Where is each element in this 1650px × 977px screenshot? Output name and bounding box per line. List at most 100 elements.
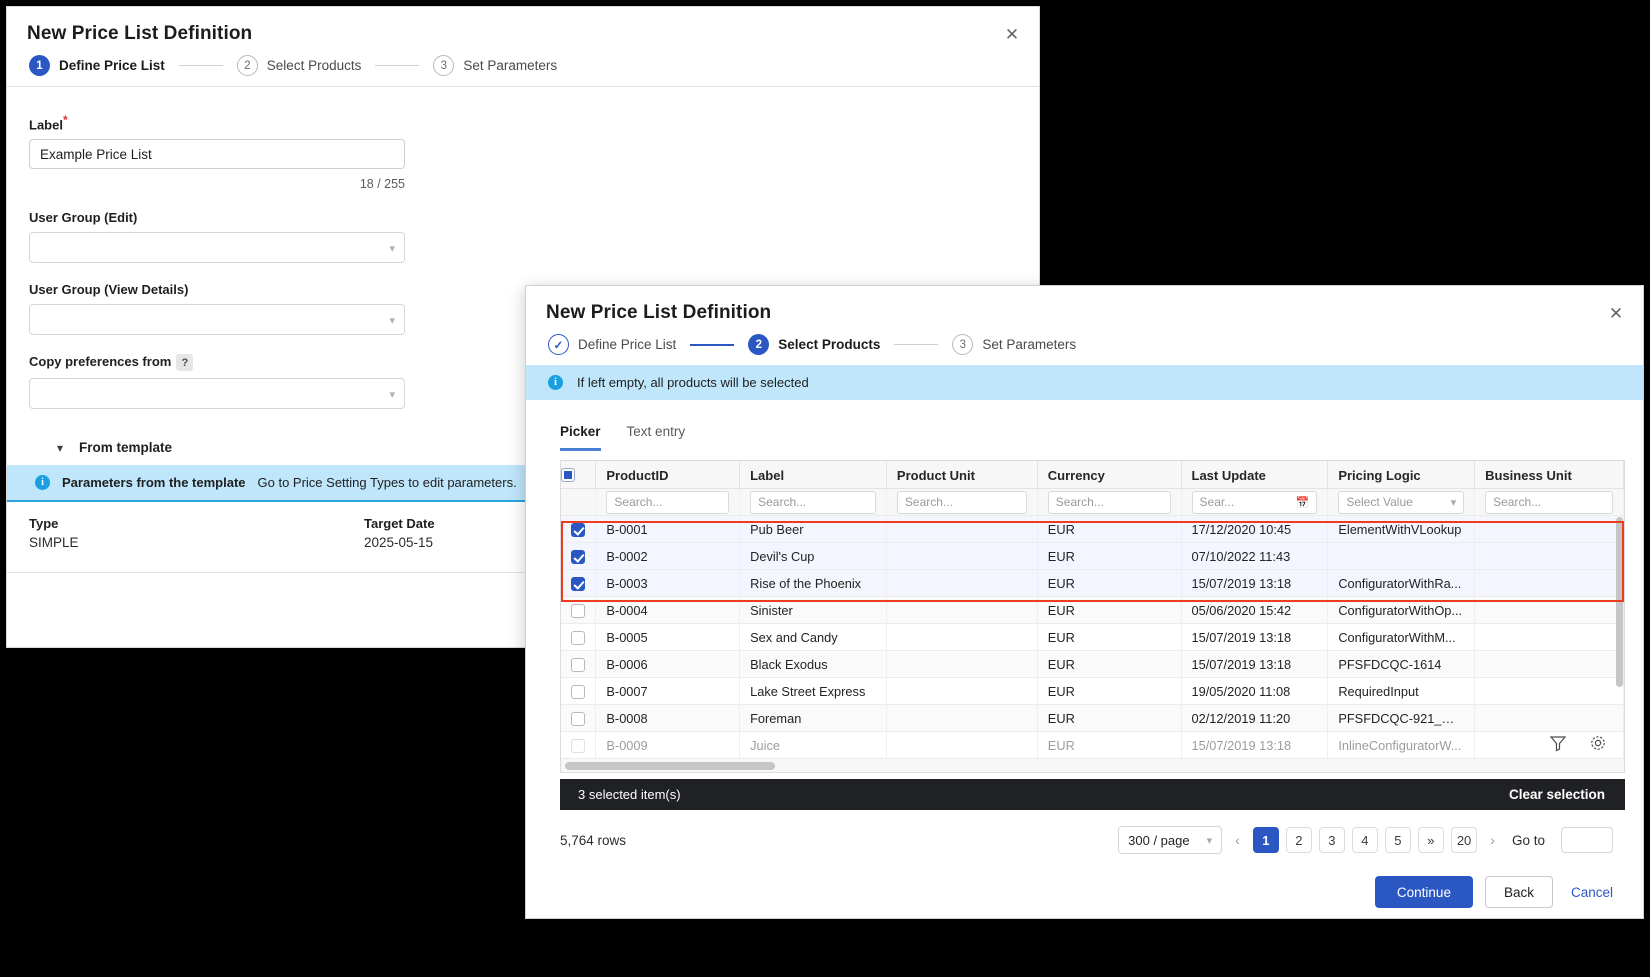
table-row[interactable]: B-0006 Black Exodus EUR 15/07/2019 13:18… xyxy=(561,650,1624,678)
row-checkbox[interactable] xyxy=(571,603,586,618)
row-checkbox[interactable] xyxy=(571,684,586,699)
tab-picker[interactable]: Picker xyxy=(560,424,601,451)
page-button-2[interactable]: 2 xyxy=(1285,827,1312,853)
column-title: Currency xyxy=(1047,468,1105,483)
table-row[interactable]: B-0008 Foreman EUR 02/12/2019 11:20 PFSF… xyxy=(561,704,1624,732)
label-input[interactable] xyxy=(29,139,405,170)
search-input-last-update[interactable]: Sear... 📅 xyxy=(1191,490,1318,514)
step-define-price-list[interactable]: 1 Define Price List xyxy=(29,55,165,76)
horizontal-scrollbar[interactable] xyxy=(560,759,1625,773)
search-input-product-unit[interactable]: Search... xyxy=(896,490,1027,514)
page-button-4[interactable]: 4 xyxy=(1351,827,1378,853)
row-checkbox-cell[interactable] xyxy=(561,596,597,624)
table-row[interactable]: B-0001 Pub Beer EUR 17/12/2020 10:45 Ele… xyxy=(561,515,1624,543)
back-button[interactable]: Back xyxy=(1484,876,1553,908)
page-button-20[interactable]: 20 xyxy=(1450,827,1478,853)
user-group-view-select[interactable]: ▾ xyxy=(29,304,405,336)
cell-label: Juice xyxy=(739,731,887,759)
select-all-header[interactable] xyxy=(561,461,597,489)
column-title: Label xyxy=(750,468,785,483)
copy-preferences-select[interactable]: ▾ xyxy=(29,378,405,410)
clear-selection-button[interactable]: Clear selection xyxy=(1508,787,1605,802)
step-define-price-list[interactable]: ✓ Define Price List xyxy=(548,334,676,355)
column-header-pricing-logic[interactable]: Pricing Logic xyxy=(1327,461,1476,489)
column-header-product-unit[interactable]: Product Unit xyxy=(886,461,1038,489)
cell-label: Foreman xyxy=(739,704,887,732)
row-checkbox[interactable] xyxy=(571,522,586,537)
user-group-edit-select[interactable]: ▾ xyxy=(29,232,405,264)
table-row[interactable]: B-0007 Lake Street Express EUR 19/05/202… xyxy=(561,677,1624,705)
row-checkbox-cell[interactable] xyxy=(561,650,597,678)
row-checkbox-cell[interactable] xyxy=(561,542,597,570)
cancel-button[interactable]: Cancel xyxy=(1565,885,1619,900)
row-checkbox-cell[interactable] xyxy=(561,704,597,732)
step-set-parameters[interactable]: 3 Set Parameters xyxy=(433,55,557,76)
calendar-icon[interactable]: 📅 xyxy=(1295,496,1310,509)
row-checkbox-cell[interactable] xyxy=(561,731,597,759)
column-header-currency[interactable]: Currency xyxy=(1037,461,1182,489)
vertical-scrollbar[interactable] xyxy=(1616,517,1623,687)
page-jump-forward-button[interactable]: » xyxy=(1417,827,1444,853)
continue-button[interactable]: Continue xyxy=(1374,876,1473,908)
search-input-productid[interactable]: Search... xyxy=(606,490,730,514)
table-row[interactable]: B-0003 Rise of the Phoenix EUR 15/07/201… xyxy=(561,569,1624,597)
search-cell: Search... xyxy=(886,488,1038,516)
table-row[interactable]: B-0009 Juice EUR 15/07/2019 13:18 Inline… xyxy=(561,731,1624,759)
empty-selection-banner: i If left empty, all products will be se… xyxy=(526,365,1643,400)
column-header-last-update[interactable]: Last Update xyxy=(1181,461,1329,489)
close-icon[interactable]: ✕ xyxy=(1608,303,1624,323)
row-checkbox[interactable] xyxy=(571,711,586,726)
search-cell: Search... xyxy=(595,488,741,516)
search-placeholder: Search... xyxy=(1055,495,1104,509)
label-field-label: Label* xyxy=(29,113,1017,132)
select-all-checkbox[interactable] xyxy=(561,468,575,483)
page-button-5[interactable]: 5 xyxy=(1384,827,1411,853)
row-checkbox-cell[interactable] xyxy=(561,569,597,597)
table-row[interactable]: B-0005 Sex and Candy EUR 15/07/2019 13:1… xyxy=(561,623,1624,651)
column-header-business-unit[interactable]: Business Unit xyxy=(1474,461,1624,489)
table-row[interactable]: B-0004 Sinister EUR 05/06/2020 15:42 Con… xyxy=(561,596,1624,624)
next-page-button[interactable]: › xyxy=(1490,832,1495,848)
row-checkbox[interactable] xyxy=(571,738,586,753)
dialog-body: Label* 18 / 255 User Group (Edit) ▾ User… xyxy=(7,87,1039,574)
row-checkbox-cell[interactable] xyxy=(561,515,597,543)
column-header-productid[interactable]: ProductID xyxy=(595,461,741,489)
search-select-pricing-logic[interactable]: Select Value ▾ xyxy=(1338,490,1465,514)
step-select-products[interactable]: 2 Select Products xyxy=(748,334,880,355)
close-icon[interactable]: ✕ xyxy=(1004,24,1020,44)
required-marker: * xyxy=(62,113,68,127)
row-checkbox-cell[interactable] xyxy=(561,623,597,651)
row-checkbox[interactable] xyxy=(571,549,586,564)
goto-input[interactable] xyxy=(1561,827,1613,853)
row-checkbox[interactable] xyxy=(571,576,586,591)
row-checkbox[interactable] xyxy=(571,657,586,672)
help-icon[interactable]: ? xyxy=(176,354,194,372)
info-icon: i xyxy=(548,375,563,390)
search-input-business-unit[interactable]: Search... xyxy=(1485,490,1613,514)
cell-label: Sex and Candy xyxy=(739,623,887,651)
row-checkbox[interactable] xyxy=(571,630,586,645)
info-banner-text: Go to Price Setting Types to edit parame… xyxy=(257,475,517,491)
per-page-select[interactable]: 300 / page ▾ xyxy=(1118,826,1223,854)
per-page-value: 300 / page xyxy=(1128,832,1190,848)
search-input-label[interactable]: Search... xyxy=(750,490,876,514)
tab-text-entry[interactable]: Text entry xyxy=(626,424,686,439)
step-select-products[interactable]: 2 Select Products xyxy=(236,55,361,76)
page-button-1[interactable]: 1 xyxy=(1252,827,1279,853)
template-field-type: Type SIMPLE xyxy=(29,516,364,550)
column-header-label[interactable]: Label xyxy=(739,461,887,489)
step-label: Set Parameters xyxy=(463,58,558,73)
table-row[interactable]: B-0002 Devil's Cup EUR 07/10/2022 11:43 xyxy=(561,542,1624,570)
page-button-3[interactable]: 3 xyxy=(1318,827,1345,853)
banner-text: If left empty, all products will be sele… xyxy=(577,375,809,390)
horizontal-scrollbar-thumb[interactable] xyxy=(565,762,775,770)
from-template-toggle[interactable]: ▾ From template xyxy=(29,428,1017,465)
search-input-currency[interactable]: Search... xyxy=(1047,490,1171,514)
search-cell: Select Value ▾ xyxy=(1327,488,1476,516)
step-set-parameters[interactable]: 3 Set Parameters xyxy=(952,334,1076,355)
cell-currency: EUR xyxy=(1037,677,1182,705)
row-checkbox-cell[interactable] xyxy=(561,677,597,705)
prev-page-button[interactable]: ‹ xyxy=(1235,832,1240,848)
template-field-value: 2025-05-15 xyxy=(364,535,434,551)
cell-business-unit xyxy=(1474,704,1624,732)
